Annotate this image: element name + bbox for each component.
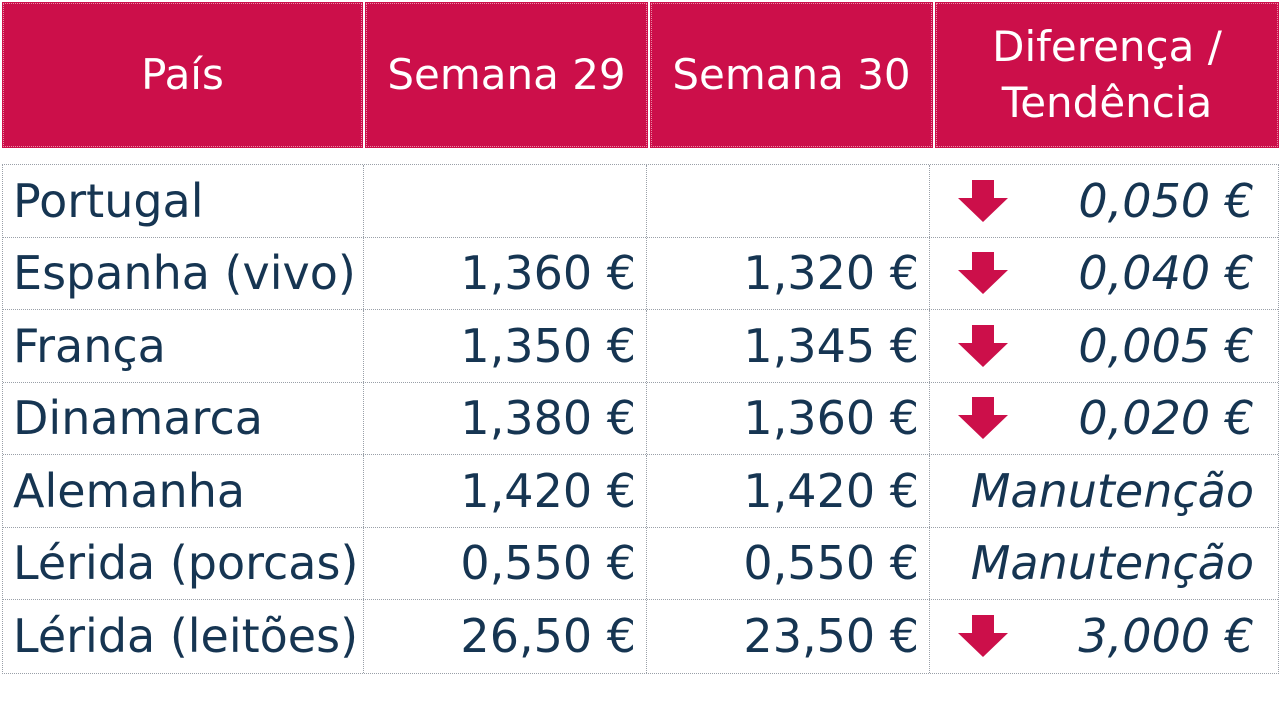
header-difference: Diferença / Tendência: [935, 2, 1279, 148]
table-row: França 1,350 €1,345 € 0,005 €: [3, 310, 1278, 383]
country-cell: Lérida (porcas): [3, 527, 364, 599]
difference-value: 0,050 €: [1078, 173, 1254, 228]
week29-price-cell: 1,360 €: [364, 237, 647, 309]
week30-price-cell: 1,360 €: [647, 382, 930, 454]
week30-price-cell: [647, 165, 930, 237]
difference-cell: 0,040 €: [930, 238, 1276, 310]
week30-price-cell: 1,320 €: [647, 237, 930, 309]
header-week30: Semana 30: [650, 2, 933, 148]
header-week29-label: Semana 29: [387, 50, 626, 99]
header-week30-label: Semana 30: [672, 50, 911, 99]
difference-value: 0,020 €: [1078, 391, 1254, 446]
difference-value: Manutenção: [970, 536, 1254, 591]
header-difference-line2: Tendência: [1001, 78, 1213, 127]
down-arrow-icon: [958, 179, 1008, 222]
table-row: Dinamarca 1,380 €1,360 € 0,020 €: [3, 382, 1278, 455]
week30-price-cell: 23,50 €: [647, 600, 930, 673]
table-row: Alemanha 1,420 €1,420 € Manutenção: [3, 455, 1278, 528]
table-row: Espanha (vivo) 1,360 €1,320 € 0,040 €: [3, 237, 1278, 310]
week29-price-cell: 1,420 €: [364, 455, 647, 527]
week29-price-cell: [364, 165, 647, 237]
table-body: Portugal 0,050 € Espanha (vivo) 1,360 €1,32…: [2, 164, 1279, 674]
week29-price-cell: 1,380 €: [364, 382, 647, 454]
country-cell: França: [3, 310, 364, 382]
table-row: Portugal 0,050 €: [3, 165, 1278, 238]
difference-value: 0,005 €: [1078, 318, 1254, 373]
difference-cell: 0,050 €: [930, 165, 1276, 237]
difference-cell: 3,000 €: [930, 600, 1276, 673]
difference-value: 3,000 €: [1078, 609, 1254, 664]
difference-value: Manutenção: [970, 463, 1254, 518]
header-difference-line1: Diferença /: [992, 22, 1222, 71]
down-arrow-icon: [958, 615, 1008, 658]
difference-cell: Manutenção: [930, 455, 1276, 527]
week30-price-cell: 1,420 €: [647, 455, 930, 527]
week29-price-cell: 0,550 €: [364, 527, 647, 599]
week30-price-cell: 0,550 €: [647, 527, 930, 599]
difference-cell: 0,005 €: [930, 310, 1276, 382]
difference-value: 0,040 €: [1078, 246, 1254, 301]
table-row: Lérida (porcas) 0,550 €0,550 € Manutenção: [3, 527, 1278, 600]
week29-price-cell: 1,350 €: [364, 310, 647, 382]
country-cell: Portugal: [3, 165, 364, 237]
header-week29: Semana 29: [365, 2, 648, 148]
down-arrow-icon: [958, 252, 1008, 295]
header-country-label: País: [141, 50, 224, 99]
header-country: País: [2, 2, 363, 148]
table-header: País Semana 29 Semana 30 Diferença / Ten…: [2, 2, 1279, 148]
header-difference-label: Diferença / Tendência: [992, 19, 1222, 131]
country-cell: Alemanha: [3, 455, 364, 527]
table-row: Lérida (leitões) 26,50 €23,50 € 3,000 €: [3, 600, 1278, 673]
down-arrow-icon: [958, 397, 1008, 440]
week29-price-cell: 26,50 €: [364, 600, 647, 673]
week30-price-cell: 1,345 €: [647, 310, 930, 382]
difference-cell: 0,020 €: [930, 383, 1276, 455]
price-table: País Semana 29 Semana 30 Diferença / Ten…: [2, 2, 1279, 674]
difference-cell: Manutenção: [930, 528, 1276, 600]
down-arrow-icon: [958, 324, 1008, 367]
country-cell: Lérida (leitões): [3, 600, 364, 673]
country-cell: Dinamarca: [3, 382, 364, 454]
country-cell: Espanha (vivo): [3, 237, 364, 309]
